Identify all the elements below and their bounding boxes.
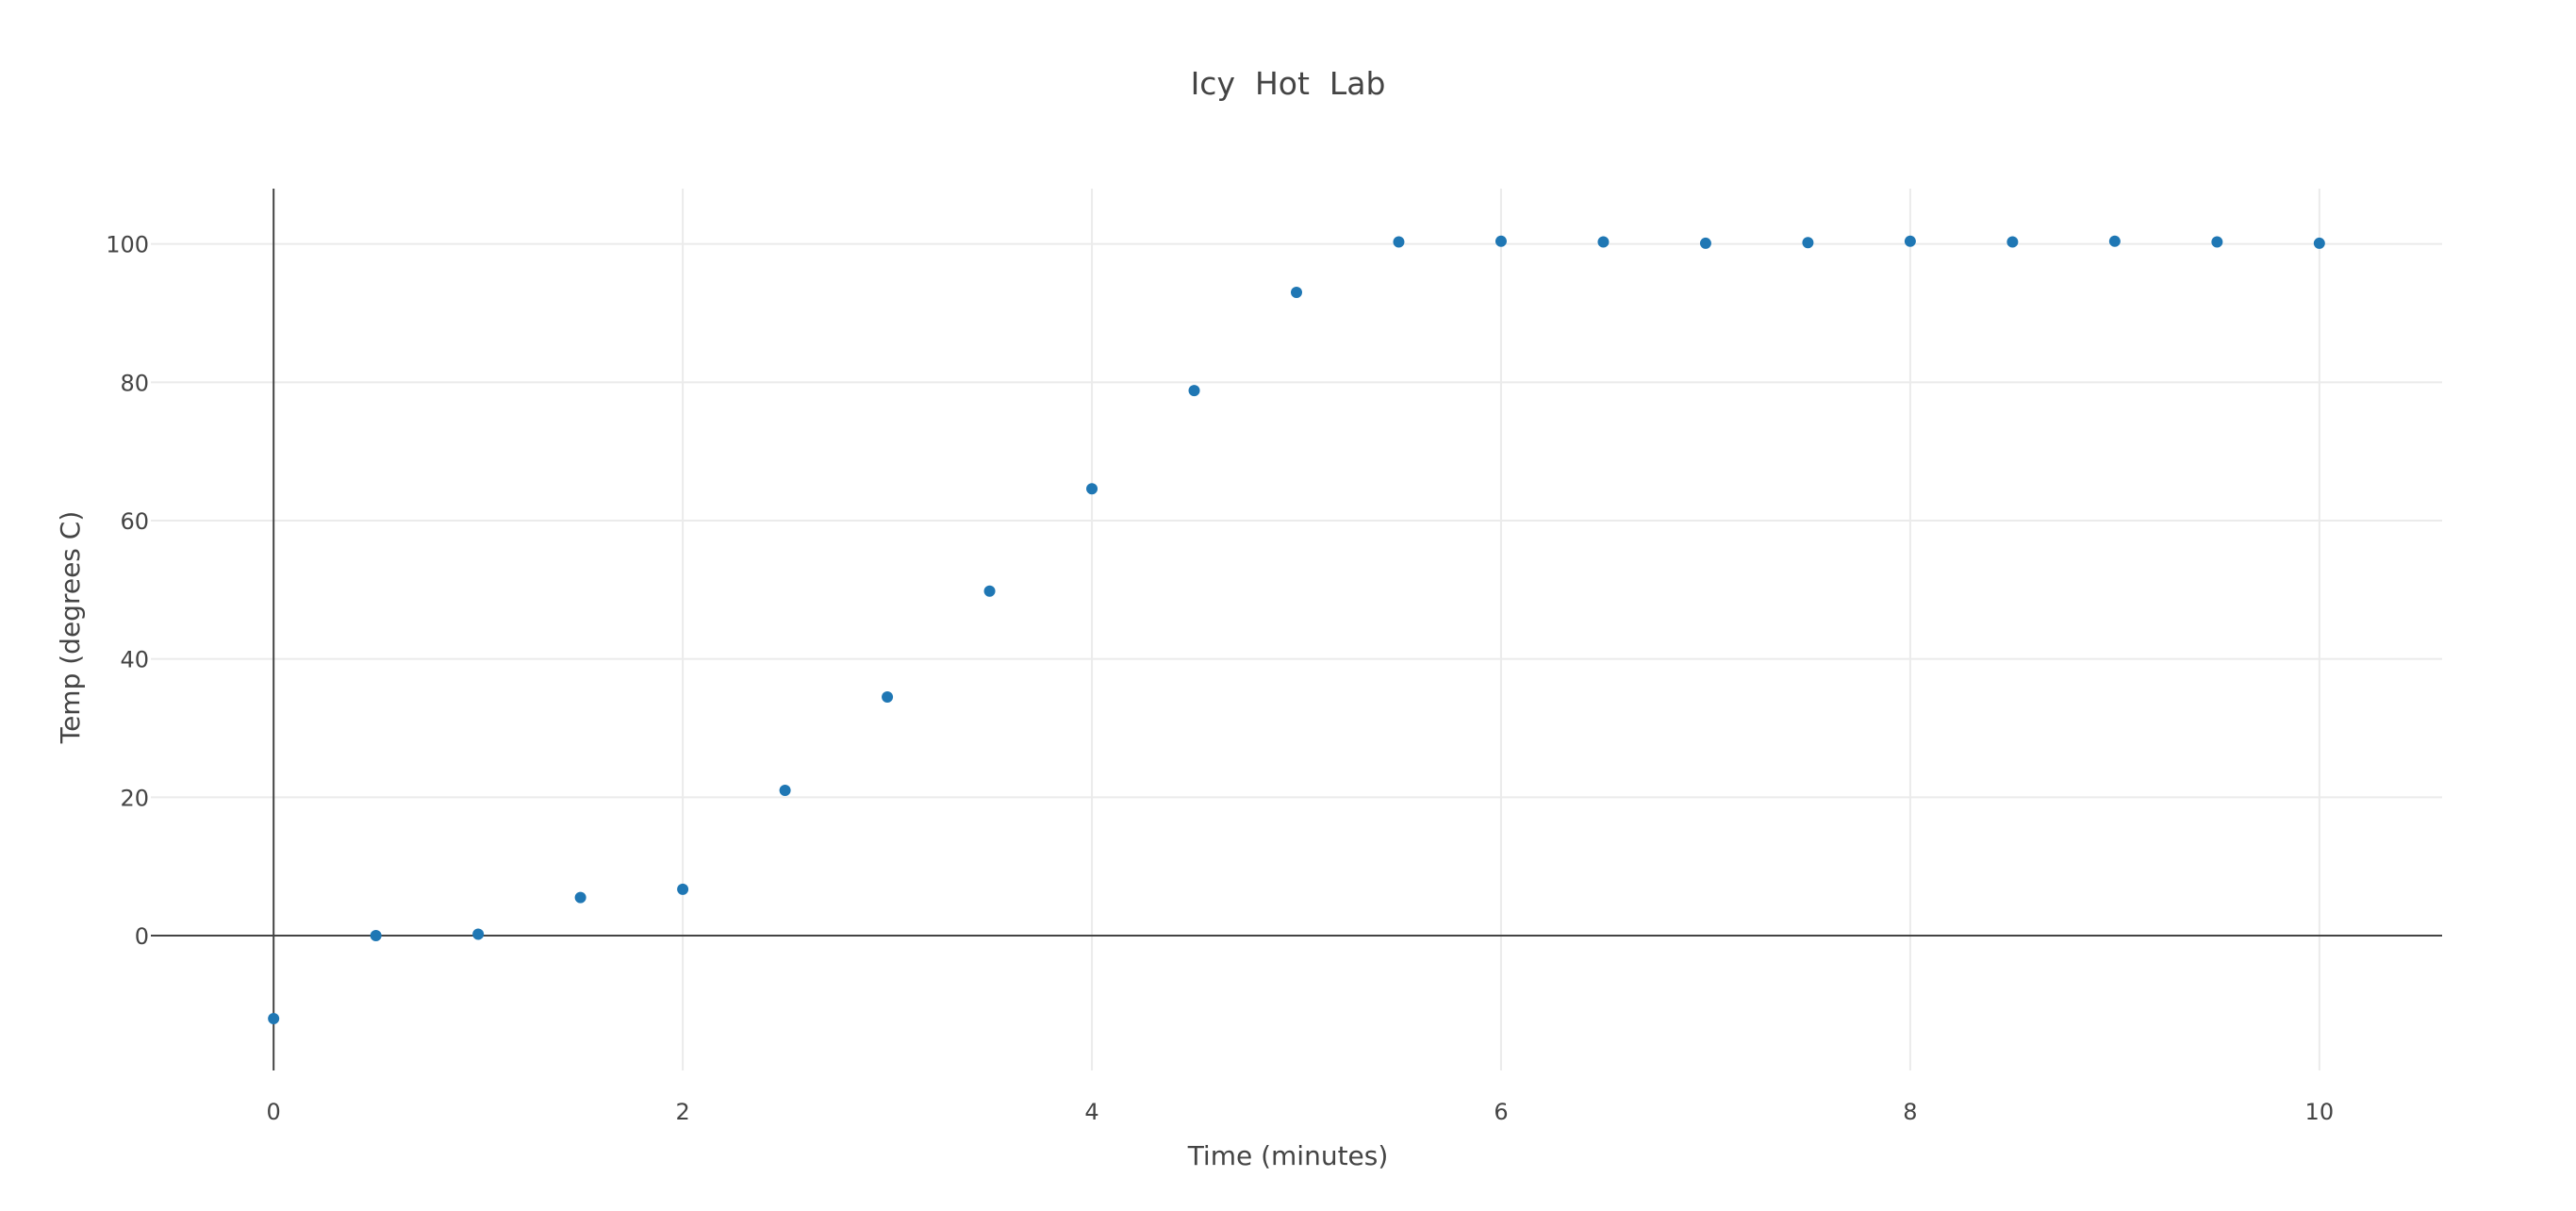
- data-point: [1291, 287, 1302, 298]
- y-tick-label: 20: [120, 785, 149, 811]
- data-point: [2313, 237, 2325, 249]
- data-point: [677, 883, 689, 895]
- x-tick-label: 2: [675, 1099, 689, 1125]
- data-point: [1802, 237, 1814, 249]
- data-point: [882, 691, 894, 703]
- data-point: [1904, 235, 1916, 247]
- y-tick-label: 80: [120, 370, 149, 396]
- data-point: [268, 1013, 280, 1024]
- y-tick-label: 60: [120, 508, 149, 535]
- data-point: [779, 785, 791, 796]
- data-point: [370, 930, 382, 941]
- x-axis-ticks: 0 2 4 6 8 10: [267, 1099, 2335, 1125]
- data-point: [2006, 236, 2019, 248]
- data-points: [268, 235, 2325, 1024]
- grid-lines: [151, 189, 2442, 1070]
- data-point: [1393, 236, 1405, 248]
- y-tick-label: 40: [120, 647, 149, 673]
- y-tick-label: 100: [106, 232, 149, 258]
- data-point: [983, 585, 996, 597]
- x-tick-label: 4: [1084, 1099, 1098, 1125]
- data-point: [1597, 236, 1610, 248]
- data-point: [2108, 235, 2121, 247]
- x-axis-title: Time (minutes): [1187, 1140, 1389, 1171]
- data-point: [1494, 235, 1507, 247]
- chart-title: Icy Hot Lab: [1191, 65, 1386, 102]
- y-axis-ticks: 0 20 40 60 80 100: [106, 232, 149, 950]
- x-tick-label: 8: [1903, 1099, 1917, 1125]
- data-point: [1188, 385, 1200, 397]
- x-tick-label: 0: [267, 1099, 281, 1125]
- x-tick-label: 10: [2305, 1099, 2335, 1125]
- y-axis-title: Temp (degrees C): [55, 511, 86, 745]
- zero-lines: [151, 189, 2442, 1070]
- data-point: [1086, 483, 1098, 495]
- x-tick-label: 6: [1494, 1099, 1508, 1125]
- data-point: [2211, 236, 2223, 248]
- data-point: [1699, 237, 1711, 249]
- data-point: [472, 928, 485, 940]
- data-point: [574, 891, 586, 904]
- y-tick-label: 0: [135, 923, 149, 950]
